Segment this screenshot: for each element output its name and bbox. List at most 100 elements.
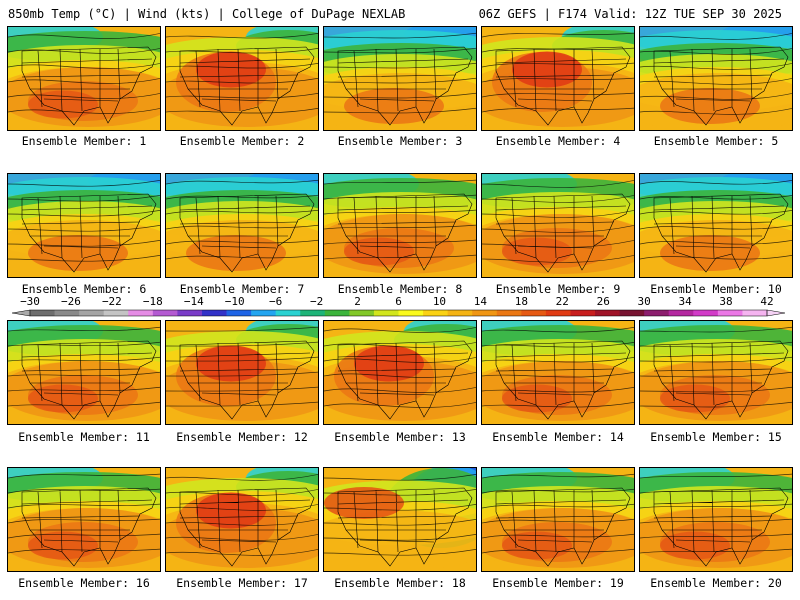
wind-contour: [8, 63, 160, 69]
wind-contour: [8, 356, 160, 362]
wind-contour: [482, 107, 634, 113]
wind-contour: [640, 254, 792, 260]
wind-contour: [640, 224, 792, 230]
map-borders: [495, 340, 631, 420]
temperature-map: [8, 468, 160, 571]
temperature-map: [8, 27, 160, 130]
colorbar-segment: [128, 310, 154, 316]
map-borders: [21, 193, 157, 273]
wind-contour: [482, 386, 634, 393]
map-borders: [495, 193, 631, 273]
wind-contour: [8, 224, 160, 232]
wind-contour: [324, 473, 476, 481]
colorbar-strip: [11, 309, 786, 317]
wind-contour: [166, 224, 318, 230]
ensemble-member-caption: Ensemble Member: 20: [650, 576, 782, 590]
ensemble-map-panel: [639, 320, 793, 425]
wind-contour: [324, 47, 476, 54]
temperature-map: [166, 174, 318, 277]
colorbar-right-arrow: [766, 309, 786, 317]
wind-contour: [8, 503, 160, 509]
wind-contour: [166, 356, 318, 362]
wind-contour: [640, 326, 792, 333]
temperature-band: [344, 237, 414, 266]
ensemble-member-caption: Ensemble Member: 7: [179, 282, 305, 296]
wind-contour: [8, 548, 160, 554]
colorbar-segment: [496, 310, 522, 316]
temperature-map: [482, 174, 634, 277]
wind-contour: [640, 78, 792, 85]
wind-contour: [640, 239, 792, 245]
wind-contour: [324, 548, 476, 556]
colorbar-segment: [398, 310, 424, 316]
colorbar-segment: [472, 310, 498, 316]
temperature-band: [28, 384, 98, 413]
wind-contour: [324, 488, 476, 496]
ensemble-member-caption: Ensemble Member: 13: [334, 430, 466, 444]
wind-contour: [8, 254, 160, 262]
wind-contour: [324, 372, 476, 378]
ensemble-map-panel: [7, 26, 161, 131]
wind-contour: [482, 326, 634, 333]
wind-contour: [8, 341, 160, 347]
wind-contour: [640, 401, 792, 408]
colorbar-segment: [742, 310, 768, 316]
wind-contour: [166, 47, 318, 54]
colorbar-segment: [275, 310, 301, 316]
temperature-map: [482, 468, 634, 571]
wind-contour: [8, 518, 160, 524]
colorbar-segment: [693, 310, 719, 316]
wind-contour: [640, 48, 792, 55]
wind-contour: [482, 240, 634, 248]
wind-contour: [482, 548, 634, 554]
map-borders: [337, 46, 473, 126]
wind-contour: [482, 47, 634, 53]
temperature-map: [640, 27, 792, 130]
wind-contour: [324, 342, 476, 348]
wind-contour: [8, 386, 160, 392]
header-title-right: 06Z GEFS | F174 Valid: 12Z TUE SEP 30 20…: [478, 7, 782, 21]
colorbar-segment: [300, 310, 326, 316]
map-borders: [653, 340, 789, 420]
wind-contour: [640, 548, 792, 554]
ensemble-member-caption: Ensemble Member: 11: [18, 430, 150, 444]
colorbar-segment: [349, 310, 375, 316]
map-borders: [179, 46, 315, 126]
temperature-band: [344, 88, 444, 124]
ensemble-member-caption: Ensemble Member: 17: [176, 576, 308, 590]
colorbar-segment: [226, 310, 252, 316]
wind-contour: [482, 356, 634, 363]
temperature-band: [354, 345, 424, 382]
wind-contour: [324, 387, 476, 393]
wind-contour: [166, 504, 318, 511]
wind-contour: [324, 194, 476, 200]
wind-contour: [482, 225, 634, 233]
wind-contour: [640, 386, 792, 393]
ensemble-member-caption: Ensemble Member: 3: [337, 134, 463, 148]
wind-contour: [166, 32, 318, 39]
wind-contour: [482, 371, 634, 378]
wind-contour: [640, 93, 792, 100]
ensemble-map-panel: [481, 320, 635, 425]
colorbar-tick-label: 38: [719, 295, 733, 308]
wind-contour: [324, 402, 476, 408]
wind-contour: [324, 209, 476, 215]
temperature-map: [482, 27, 634, 130]
wind-contour: [166, 326, 318, 332]
temperature-map: [166, 27, 318, 130]
temperature-colorbar: −30 −26 −22 −18 −14 −10 −6 −2 2 6 10 14 18 22 26 30 34 38…: [0, 296, 800, 320]
wind-contour: [482, 533, 634, 539]
map-borders: [337, 487, 473, 567]
wind-contour: [8, 326, 160, 332]
wind-contour: [324, 32, 476, 39]
ensemble-member-caption: Ensemble Member: 6: [21, 282, 147, 296]
colorbar-tick-label: 22: [555, 295, 569, 308]
colorbar-segment: [324, 310, 350, 316]
wind-contour: [482, 77, 634, 83]
temperature-band: [28, 531, 98, 560]
temperature-band: [502, 531, 572, 560]
wind-contour: [640, 108, 792, 115]
temperature-band: [512, 51, 582, 88]
colorbar-border: [29, 309, 768, 317]
wind-contour: [640, 533, 792, 539]
